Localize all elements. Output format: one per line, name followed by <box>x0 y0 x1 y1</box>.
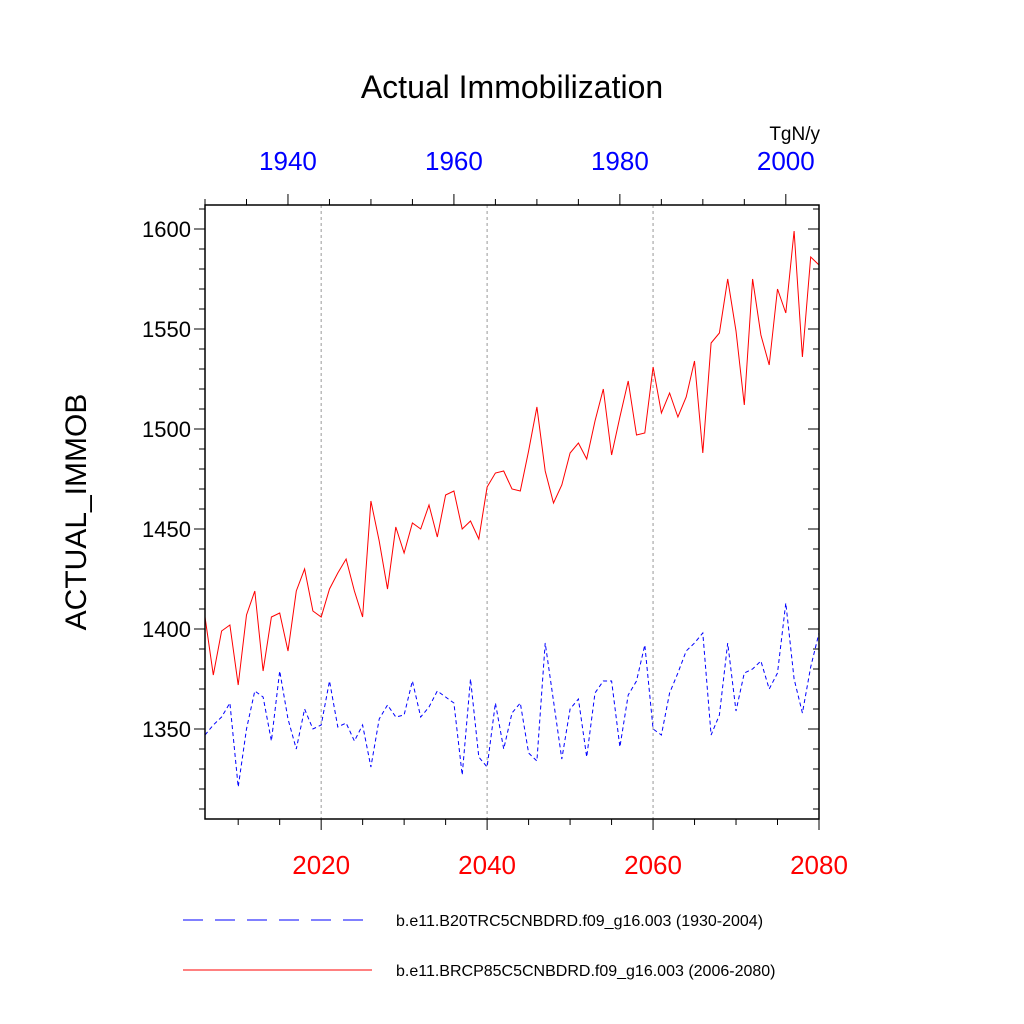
series-blue-line <box>204 602 820 788</box>
bottom-axis: 2020 2040 2060 2080 <box>237 819 848 880</box>
y-tick-label: 1600 <box>142 217 191 242</box>
chart-title: Actual Immobilization <box>361 69 663 105</box>
bottom-x-tick-label: 2040 <box>458 850 516 880</box>
top-x-tick-label: 1980 <box>591 146 649 176</box>
y-axis-label: ACTUAL_IMMOB <box>60 394 93 631</box>
bottom-x-tick-label: 2020 <box>292 850 350 880</box>
top-x-tick-label: 1960 <box>425 146 483 176</box>
bottom-x-tick-label: 2060 <box>624 850 682 880</box>
legend: b.e11.B20TRC5CNBDRD.f09_g16.003 (1930-20… <box>183 913 775 980</box>
legend-label-red: b.e11.BRCP85C5CNBDRD.f09_g16.003 (2006-2… <box>396 963 775 980</box>
y-tick-label: 1350 <box>142 717 191 742</box>
plot-frame <box>204 204 820 820</box>
top-x-tick-label: 1940 <box>259 146 317 176</box>
grid-lines <box>320 205 654 819</box>
y-tick-label: 1500 <box>142 417 191 442</box>
y-tick-label: 1550 <box>142 317 191 342</box>
bottom-x-tick-label: 2080 <box>790 850 848 880</box>
top-x-tick-label: 2000 <box>757 146 815 176</box>
y-tick-label: 1450 <box>142 517 191 542</box>
y-axis: 1350 1400 1450 1500 1550 1600 <box>142 208 819 810</box>
top-axis: 1940 1960 1980 2000 <box>204 146 815 205</box>
series-red-line <box>204 230 820 686</box>
units-label: TgN/y <box>769 124 820 145</box>
series-line <box>204 602 820 788</box>
series-line <box>204 230 820 686</box>
y-tick-label: 1400 <box>142 617 191 642</box>
legend-label-blue: b.e11.B20TRC5CNBDRD.f09_g16.003 (1930-20… <box>396 913 763 930</box>
